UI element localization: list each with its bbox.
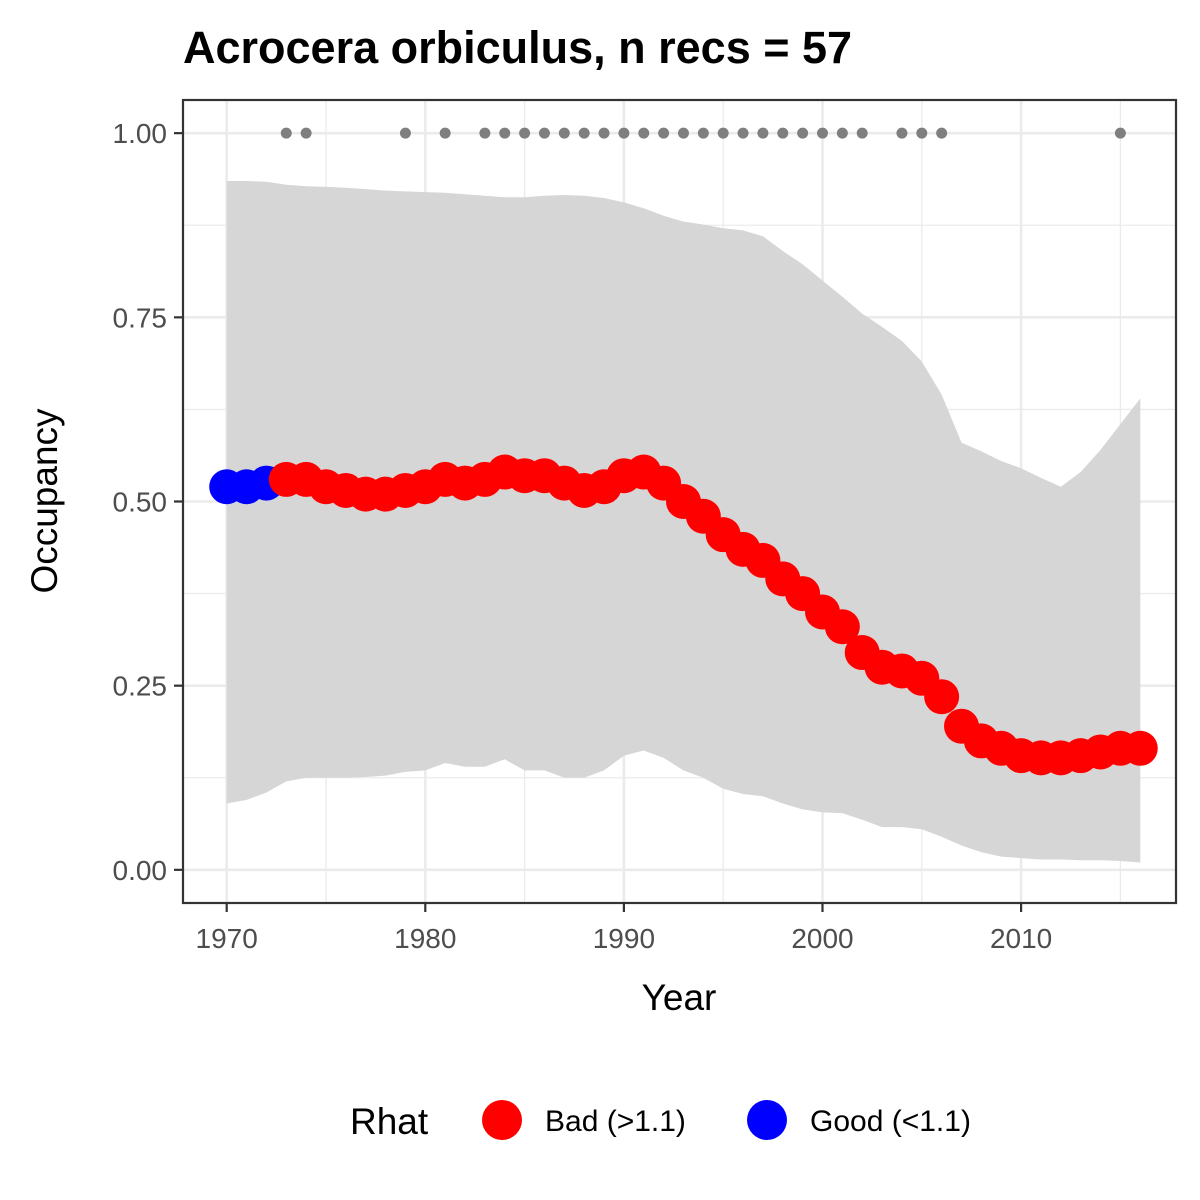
record-point: [797, 127, 809, 139]
record-point: [856, 127, 868, 139]
record-point: [677, 127, 689, 139]
x-axis: 1970 1980 1990 2000 2010: [196, 903, 1052, 954]
record-point: [717, 127, 729, 139]
record-point: [439, 127, 451, 139]
record-point: [936, 127, 948, 139]
record-point: [499, 127, 511, 139]
record-point: [757, 127, 769, 139]
x-tick-label: 2010: [990, 923, 1052, 954]
y-tick-label: 1.00: [113, 118, 168, 149]
record-point: [399, 127, 411, 139]
record-point: [737, 127, 749, 139]
y-tick-label: 0.50: [113, 487, 168, 518]
x-axis-title: Year: [642, 977, 717, 1018]
legend-title: Rhat: [350, 1101, 429, 1142]
record-point: [896, 127, 908, 139]
record-point: [836, 127, 848, 139]
plot-panel: [181, 98, 1178, 905]
record-point: [658, 127, 670, 139]
legend-label-bad: Bad (>1.1): [545, 1105, 686, 1138]
record-point: [777, 127, 789, 139]
y-tick-label: 0.75: [113, 302, 168, 333]
record-point: [280, 127, 292, 139]
x-tick-label: 1970: [196, 923, 258, 954]
record-point: [538, 127, 550, 139]
y-tick-label: 0.00: [113, 855, 168, 886]
y-axis-title: Occupancy: [24, 408, 65, 594]
record-point: [558, 127, 570, 139]
record-point: [598, 127, 610, 139]
x-tick-label: 1990: [593, 923, 655, 954]
record-point: [1114, 127, 1126, 139]
record-point: [300, 127, 312, 139]
record-point: [618, 127, 630, 139]
record-point: [578, 127, 590, 139]
record-point: [519, 127, 531, 139]
record-point: [697, 127, 709, 139]
x-tick-label: 2000: [791, 923, 853, 954]
record-point: [816, 127, 828, 139]
occupancy-point: [824, 609, 860, 645]
occupancy-points: [209, 454, 1158, 776]
occupancy-point: [924, 679, 960, 715]
y-axis: 0.00 0.25 0.50 0.75 1.00: [113, 118, 183, 886]
record-point: [479, 127, 491, 139]
legend-key-bad: [482, 1100, 522, 1140]
y-tick-label: 0.25: [113, 671, 168, 702]
record-point: [916, 127, 928, 139]
chart-title: Acrocera orbiculus, n recs = 57: [183, 22, 852, 73]
legend-key-good: [747, 1100, 787, 1140]
occupancy-point: [1122, 730, 1158, 766]
record-point: [638, 127, 650, 139]
legend-label-good: Good (<1.1): [810, 1105, 971, 1138]
x-tick-label: 1980: [394, 923, 456, 954]
record-points: [280, 127, 1126, 139]
legend: Rhat Bad (>1.1) Good (<1.1): [350, 1100, 971, 1142]
